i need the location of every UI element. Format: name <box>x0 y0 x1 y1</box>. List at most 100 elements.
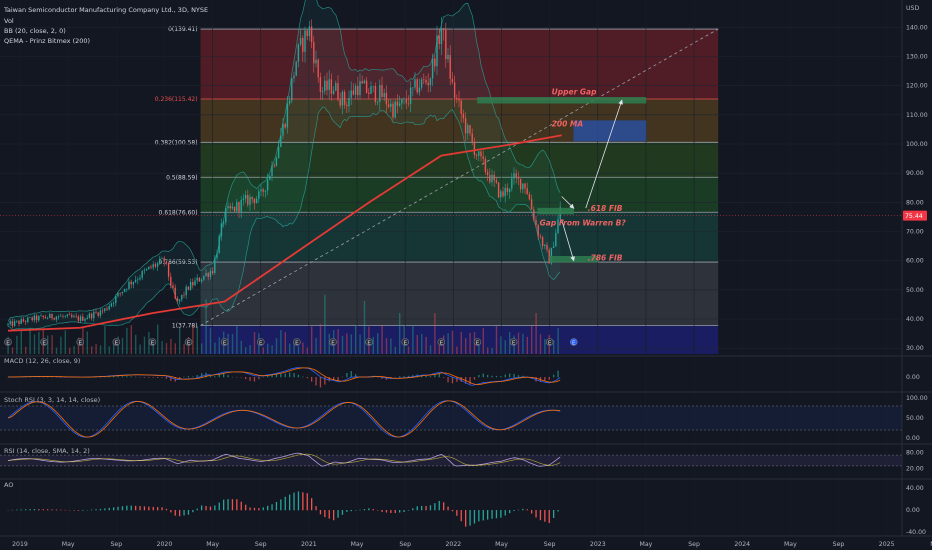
volume-bar <box>363 300 366 354</box>
macd-histogram-bar <box>245 377 247 380</box>
ao-bar <box>319 510 322 515</box>
candle-body <box>174 287 176 299</box>
earnings-marker-label: E <box>476 340 480 346</box>
macd-histogram-bar <box>473 377 476 380</box>
ao-bar <box>280 499 282 511</box>
ao-bar <box>324 510 326 518</box>
ao-bar <box>438 500 440 511</box>
ao-bar <box>218 502 220 511</box>
volume-bar <box>346 333 348 354</box>
ao-bar <box>368 508 370 511</box>
candle-body <box>225 207 227 223</box>
volume-bar <box>416 335 418 354</box>
candle-body <box>449 54 451 79</box>
candle-body <box>163 258 165 262</box>
candle-body <box>104 308 106 311</box>
volume-bar <box>491 347 493 354</box>
candle-body <box>156 263 159 267</box>
ao-bar <box>161 507 163 511</box>
candle-body <box>229 206 231 209</box>
y-tick-label: 60.00 <box>906 258 924 265</box>
ao-bar <box>201 505 203 511</box>
ao-bar <box>460 510 462 522</box>
earnings-marker <box>184 338 193 346</box>
x-tick-label: May <box>351 541 364 548</box>
candle-body <box>513 173 515 179</box>
candle-body <box>137 279 139 281</box>
ao-bar <box>522 508 524 511</box>
candle-body <box>159 258 161 264</box>
candle-body <box>370 86 372 94</box>
earnings-marker <box>509 338 518 346</box>
volume-bar <box>139 344 141 354</box>
candle-body <box>145 269 148 271</box>
candle-body <box>247 194 249 205</box>
price-zone <box>537 207 575 215</box>
candle-body <box>473 141 476 155</box>
macd-histogram-bar <box>451 377 454 384</box>
macd-histogram-bar <box>487 374 489 378</box>
candle-body <box>350 90 352 98</box>
bollinger-upper <box>7 0 561 322</box>
candle-body <box>196 277 198 281</box>
rsi-sma-line <box>7 453 561 466</box>
candle-body <box>207 273 209 277</box>
ao-bar <box>139 506 141 511</box>
ao-bar <box>363 509 366 511</box>
candle-body <box>9 321 11 324</box>
candle-body <box>506 187 509 192</box>
ao-bar <box>253 507 256 511</box>
candle-body <box>420 79 423 88</box>
candle-body <box>18 320 20 324</box>
candle-body <box>88 313 91 318</box>
candle-body <box>282 123 284 136</box>
ao-bar <box>434 503 436 511</box>
candle-body <box>220 223 223 237</box>
volume-bar <box>20 330 22 354</box>
macd-histogram-bar <box>469 377 471 385</box>
macd-histogram-bar <box>196 375 198 378</box>
candle-body <box>383 92 385 98</box>
ao-bar <box>482 510 484 521</box>
ao-bar <box>504 510 506 516</box>
macd-histogram-bar <box>130 376 132 378</box>
macd-histogram-bar <box>399 376 401 378</box>
candle-body <box>7 323 9 325</box>
volume-bar <box>495 326 498 354</box>
candle-body <box>242 198 245 201</box>
volume-bar <box>315 337 317 354</box>
macd-histogram-bar <box>544 377 546 381</box>
candle-body <box>22 319 25 322</box>
volume-bar <box>121 337 124 354</box>
volume-bar <box>465 338 467 354</box>
ao-bar <box>117 506 119 511</box>
earnings-marker-label: E <box>331 340 335 346</box>
ao-bar <box>121 506 124 511</box>
candle-body <box>517 177 520 179</box>
fib-label: 0.786(59.53) <box>159 259 198 266</box>
candle-body <box>260 189 262 192</box>
candle-body <box>291 78 293 101</box>
price-zone <box>573 120 647 142</box>
arrow <box>561 219 575 262</box>
volume-bar <box>377 333 379 354</box>
candle-body <box>165 261 168 264</box>
macd-histogram-bar <box>311 377 313 382</box>
ao-bar <box>346 510 348 512</box>
y-tick-label: 30.00 <box>906 345 924 352</box>
volume-bar <box>91 346 93 354</box>
volume-bar <box>55 347 58 354</box>
volume-bar <box>214 342 216 354</box>
x-tick-label: Sep <box>688 541 700 548</box>
candle-body <box>368 92 370 94</box>
macd-signal-line <box>7 367 561 385</box>
volume-bar <box>135 334 137 354</box>
candle-body <box>552 246 555 248</box>
candle-body <box>535 220 537 226</box>
macd-histogram-bar <box>333 377 335 380</box>
candle-body <box>95 311 97 313</box>
macd-histogram-bar <box>557 370 559 378</box>
ao-bar <box>487 510 489 520</box>
macd-histogram-bar <box>324 377 326 385</box>
